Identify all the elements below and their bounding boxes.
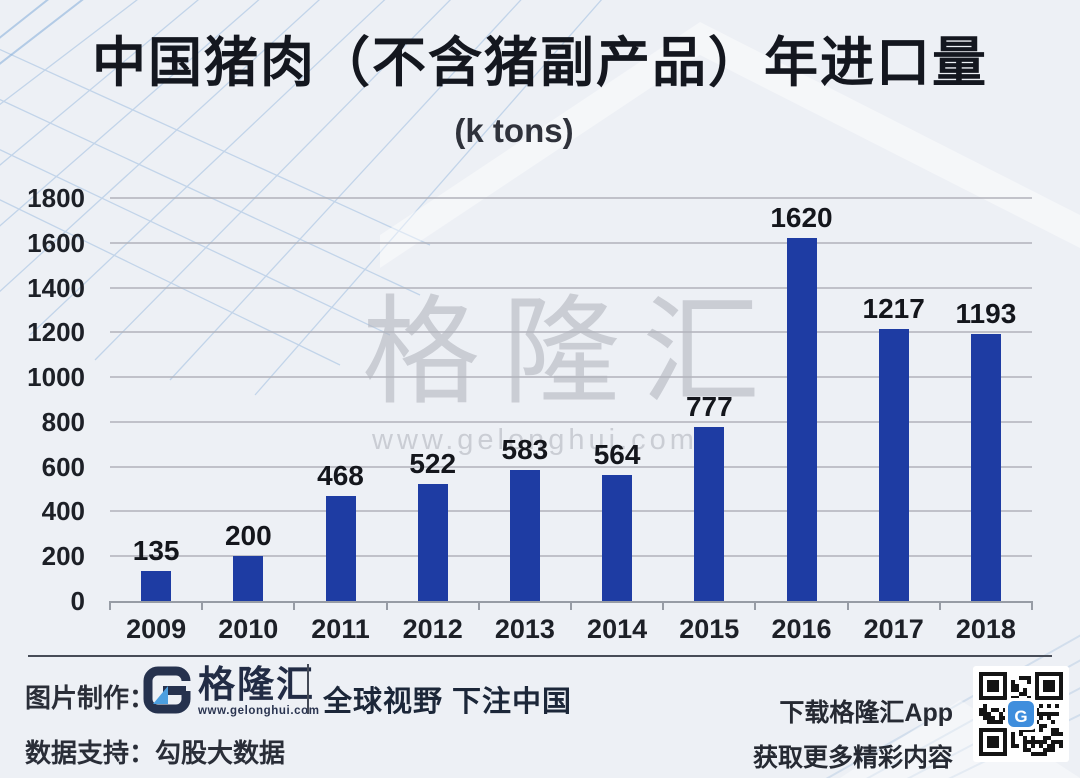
bar-2011 [325,496,356,601]
axis-tick [385,601,388,610]
plot-area: 格隆汇 www.gelonghui.com 135 2009 200 2010 468 2… [109,197,1033,644]
bar-value-label: 1193 [955,297,1017,329]
y-tick-label: 1000 [27,362,85,393]
gridline [110,197,1032,199]
bar-2010 [233,556,264,601]
qr-code: G [973,666,1069,762]
axis-tick [938,601,941,610]
brand-name: 格隆汇 [198,664,315,705]
gridline [110,510,1032,513]
x-axis-label: 2015 [679,614,740,644]
gridline [110,465,1032,468]
axis-tick [846,601,849,610]
bar-2017 [878,328,909,601]
x-axis-label: 2014 [587,614,648,644]
axis-tick [1031,601,1033,610]
svg-text:G: G [1014,707,1027,726]
brand-slogan: 全球视野 下注中国 [323,686,573,718]
bar-value-label: 522 [409,448,457,480]
gridline [110,331,1032,334]
bar-2012 [417,484,448,601]
y-tick-label: 1400 [27,272,85,303]
bar-2014 [602,474,633,601]
x-axis-label: 2012 [402,614,463,644]
y-tick-label: 1600 [27,227,85,258]
axis-tick [570,601,572,610]
bar-2016 [786,238,817,601]
y-tick-label: 0 [70,586,85,616]
bar-2013 [509,470,540,601]
bar-value-label: 777 [685,391,733,423]
gridline [110,376,1032,379]
bar-2018 [970,333,1001,601]
bar-value-label: 1217 [862,292,925,324]
bar-value-label: 135 [132,534,180,566]
x-axis-label: 2009 [126,614,187,644]
page-title: 中国猪肉（不含猪副产品）年进口量 [92,33,988,93]
unit-label: (k tons) [454,112,574,149]
credit-label: 图片制作： [25,683,156,713]
x-axis-label: 2010 [218,614,279,644]
brand-block: 格隆汇 www.gelonghui.com [198,664,320,718]
brand-site: www.gelonghui.com [198,705,320,717]
footer-vertical-divider [307,664,309,714]
axis-tick [662,601,665,610]
y-tick-label: 800 [41,406,85,437]
axis-tick [754,601,757,610]
y-axis: 1800 1600 1400 1200 1000 800 600 400 200 0 [0,183,88,616]
data-support-label: 数据支持： [25,738,156,768]
gelonghui-logo-icon [143,666,191,714]
footer: 图片制作： 格隆汇 www.gelonghui.com 全球视野 下注中国 数据… [0,655,1080,778]
qr-caption-line2: 获取更多精彩内容 [752,744,953,772]
bar-value-label: 583 [501,434,549,466]
qr-caption-line1: 下载格隆汇App [779,699,953,727]
footer-divider [28,655,1052,657]
bar-value-label: 1620 [770,202,833,234]
axis-tick [293,601,296,610]
x-axis-label: 2016 [771,614,832,644]
gridline [110,286,1032,289]
gridline [110,420,1032,423]
y-tick-label: 600 [41,451,85,482]
data-support-row: 数据支持：勾股大数据 [25,733,285,770]
bar-2009 [141,570,172,601]
gridline [110,241,1032,244]
y-tick-label: 200 [41,541,85,572]
data-source: 勾股大数据 [155,738,286,768]
axis-tick [109,601,111,610]
axis-tick [201,601,204,610]
x-axis-label: 2017 [863,614,924,644]
x-axis-label: 2011 [311,614,370,644]
bar-value-label: 564 [593,438,641,470]
bar-value-label: 200 [224,520,272,552]
gridline [110,555,1032,558]
axis-tick [477,601,480,610]
bar-value-label: 468 [317,460,364,492]
y-tick-label: 1800 [27,183,85,213]
qr-captions: 下载格隆汇App 获取更多精彩内容 [753,693,953,774]
y-tick-label: 400 [41,496,85,527]
y-tick-label: 1200 [27,317,85,348]
x-axis-label: 2018 [955,614,1016,644]
x-axis-label: 2013 [494,614,555,644]
bar-2015 [694,427,725,601]
